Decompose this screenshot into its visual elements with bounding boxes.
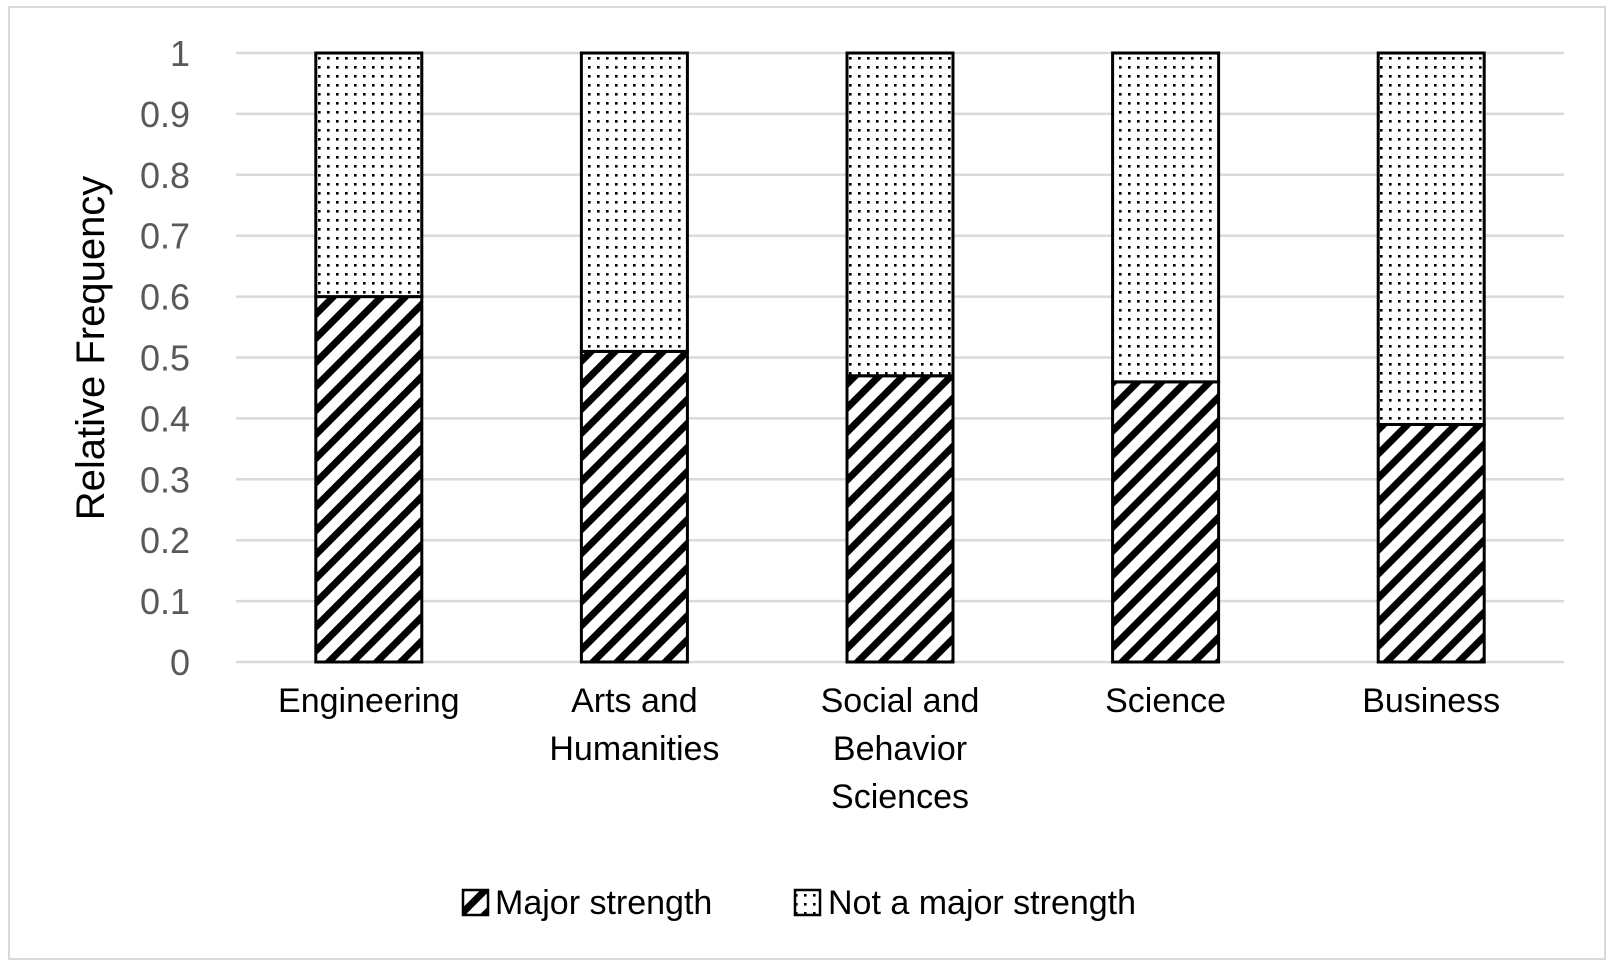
bar-not-a-major-strength <box>314 51 424 299</box>
legend-swatch-not-a-major-strength <box>793 888 822 917</box>
y-tick-label: 0.9 <box>140 94 190 135</box>
y-tick-label: 0.5 <box>140 338 190 379</box>
y-tick-label: 0.2 <box>140 520 190 561</box>
x-category-label-line: Engineering <box>278 682 459 720</box>
bar-major-strength <box>1111 380 1221 664</box>
y-tick-label: 0.6 <box>140 277 190 318</box>
bar-not-a-major-strength <box>579 51 689 353</box>
bar-major-strength <box>314 295 424 664</box>
y-axis-title: Relative Frequency <box>69 176 113 521</box>
x-category-label-line: Behavior <box>833 730 967 768</box>
bar-not-a-major-strength <box>845 51 955 378</box>
y-tick-label: 0.4 <box>140 398 190 439</box>
x-axis-category-labels: Engineering Arts and Humanities Social and B… <box>278 682 1500 816</box>
y-tick-label: 0 <box>170 642 190 683</box>
x-category-label: Engineering <box>278 682 459 720</box>
bar-major-strength <box>579 349 689 664</box>
x-category-label-line: Sciences <box>831 778 969 816</box>
y-tick-label: 0.8 <box>140 155 190 196</box>
y-axis-ticks: 0 0.1 0.2 0.3 0.4 0.5 0.6 0.7 0.8 0.9 1 <box>140 33 190 683</box>
bar-not-a-major-strength <box>1111 51 1221 384</box>
y-tick-label: 1 <box>170 33 190 74</box>
x-category-label-line: Business <box>1362 682 1500 720</box>
bar-major-strength <box>1376 422 1486 664</box>
bar-major-strength <box>845 374 955 664</box>
legend: Major strength Not a major strength <box>461 884 1136 922</box>
legend-swatch-major-strength <box>461 888 490 917</box>
y-tick-label: 0.1 <box>140 581 190 622</box>
y-tick-label: 0.3 <box>140 459 190 500</box>
y-tick-label: 0.7 <box>140 216 190 257</box>
x-category-label: Business <box>1362 682 1500 720</box>
bar-not-a-major-strength <box>1376 51 1486 426</box>
x-category-label: Arts and Humanities <box>549 682 719 768</box>
legend-label-not-a-major-strength: Not a major strength <box>828 884 1136 922</box>
legend-item-major-strength: Major strength <box>461 884 712 922</box>
x-category-label: Social and Behavior Sciences <box>821 682 980 816</box>
x-category-label-line: Social and <box>821 682 980 720</box>
x-category-label-line: Humanities <box>549 730 719 768</box>
legend-label-major-strength: Major strength <box>495 884 712 922</box>
x-category-label-line: Arts and <box>571 682 698 720</box>
bars <box>314 51 1486 664</box>
chart-frame <box>8 6 1606 960</box>
legend-item-not-a-major-strength: Not a major strength <box>793 884 1136 922</box>
x-category-label: Science <box>1105 682 1226 720</box>
x-category-label-line: Science <box>1105 682 1226 720</box>
